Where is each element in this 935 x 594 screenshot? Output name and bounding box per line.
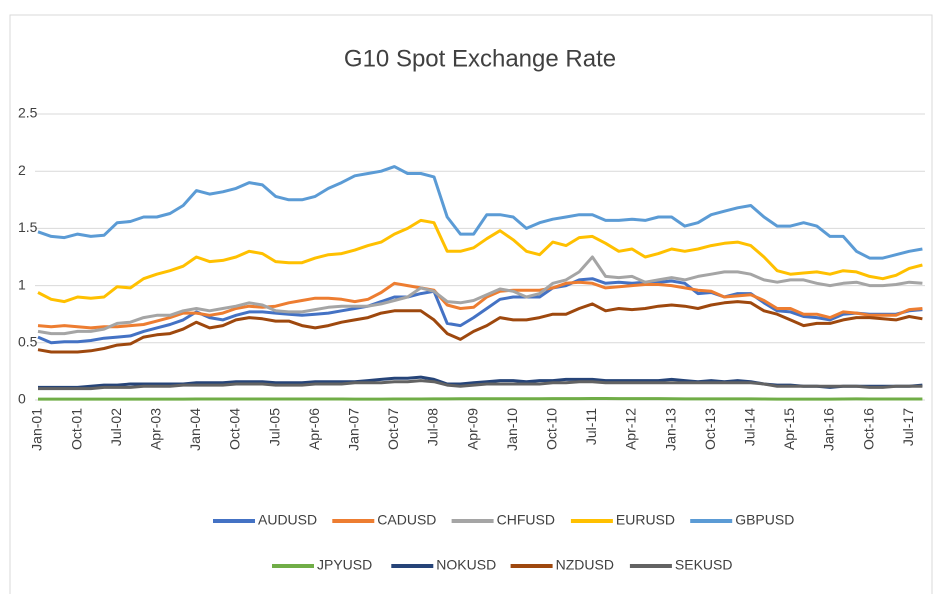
series-line (38, 379, 923, 391)
y-tick-label: 1 (18, 276, 26, 292)
x-tick-label: Jan-13 (662, 408, 678, 451)
legend-label: CHFUSD (497, 512, 555, 528)
y-tick-label: 2.5 (18, 105, 38, 121)
x-tick-label: Jul-11 (583, 408, 599, 445)
legend-label: GBPUSD (735, 512, 794, 528)
x-tick-label: Jul-05 (266, 408, 282, 446)
y-tick-label: 2 (18, 162, 26, 178)
legend-label: JPYUSD (317, 557, 372, 573)
series-line (37, 300, 923, 354)
legend-label: EURUSD (616, 512, 675, 528)
chart-border (9, 14, 933, 594)
legend-label: NZDUSD (556, 557, 614, 573)
legend-label: CADUSD (377, 512, 436, 528)
x-tick-label: Oct-01 (68, 408, 84, 450)
legend-label: SEKUSD (675, 557, 733, 573)
x-tick-label: Apr-03 (148, 408, 164, 450)
series-line (37, 165, 923, 260)
x-tick-label: Apr-09 (464, 408, 480, 450)
x-tick-label: Jan-01 (29, 408, 45, 451)
x-tick-label: Oct-10 (544, 408, 560, 450)
x-tick-label: Jan-10 (504, 408, 520, 451)
x-tick-label: Apr-12 (623, 408, 639, 450)
x-tick-label: Jan-16 (821, 408, 837, 451)
chart-title: G10 Spot Exchange Rate (344, 45, 616, 72)
y-tick-label: 0.5 (18, 334, 38, 350)
series-line (37, 280, 923, 330)
x-tick-label: Jan-07 (346, 408, 362, 451)
x-tick-label: Oct-07 (385, 408, 401, 450)
x-tick-label: Jul-08 (425, 408, 441, 446)
x-tick-label: Oct-13 (702, 408, 718, 450)
x-tick-label: Apr-15 (781, 408, 797, 450)
x-tick-label: Oct-16 (860, 408, 876, 450)
legend-label: NOKUSD (436, 557, 496, 573)
y-tick-label: 1.5 (18, 219, 38, 235)
x-tick-label: Jan-04 (187, 408, 203, 451)
legend-label: AUDUSD (258, 512, 317, 528)
x-tick-label: Oct-04 (227, 408, 243, 450)
x-tick-label: Jul-14 (742, 408, 758, 446)
x-tick-label: Jul-02 (108, 408, 124, 446)
series-line (37, 277, 923, 345)
x-tick-label: Jul-17 (900, 408, 916, 446)
series-line (37, 218, 923, 304)
y-tick-label: 0 (18, 391, 26, 407)
series-line (38, 397, 923, 401)
series-line (37, 255, 923, 336)
x-tick-label: Apr-06 (306, 408, 322, 450)
